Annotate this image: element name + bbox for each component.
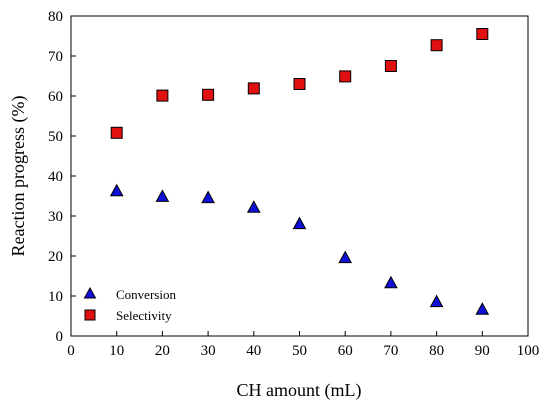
series-layer: [109, 28, 490, 315]
y-tick-label: 0: [56, 329, 64, 345]
data-point-conversion: [338, 250, 353, 264]
x-tick-label: 60: [338, 343, 353, 359]
x-tick-label: 50: [292, 343, 307, 359]
data-point-conversion: [384, 275, 398, 289]
data-point-selectivity: [156, 89, 169, 102]
data-point-selectivity: [293, 78, 306, 90]
data-point-selectivity: [384, 60, 397, 72]
legend-marker-selectivity: [84, 309, 96, 321]
y-axis-ticks: 0 10 20 30 40 50 60 70 80: [48, 9, 76, 345]
x-tick-label: 20: [155, 343, 170, 359]
y-tick-label: 30: [48, 209, 63, 225]
y-tick-label: 80: [48, 9, 63, 25]
x-tick-label: 30: [201, 343, 216, 359]
y-tick-label: 20: [48, 249, 63, 265]
data-point-selectivity: [110, 126, 123, 139]
data-point-selectivity: [476, 28, 489, 40]
legend-marker-conversion: [83, 286, 97, 299]
x-tick-label: 90: [475, 343, 490, 359]
y-axis-title: Reaction progress (%): [8, 96, 29, 257]
data-point-selectivity: [339, 70, 352, 83]
data-point-conversion: [109, 183, 124, 197]
x-tick-label: 70: [383, 343, 398, 359]
data-point-conversion: [201, 190, 215, 204]
data-point-selectivity: [202, 88, 215, 101]
y-tick-label: 60: [48, 89, 63, 105]
y-tick-label: 70: [48, 49, 63, 65]
y-tick-label: 10: [48, 289, 63, 305]
legend-item-conversion: Conversion: [83, 286, 176, 302]
x-axis-ticks: 0 10 20 30 40 50 60 70 80 90 100: [67, 331, 539, 359]
y-tick-label: 50: [48, 129, 63, 145]
x-tick-label: 40: [246, 343, 261, 359]
x-axis-title: CH amount (mL): [237, 380, 362, 401]
data-point-selectivity: [430, 39, 443, 52]
x-tick-label: 80: [429, 343, 444, 359]
legend-label-selectivity: Selectivity: [116, 308, 172, 323]
x-tick-label: 0: [67, 343, 75, 359]
legend-label-conversion: Conversion: [116, 287, 176, 302]
data-point-selectivity: [247, 82, 260, 95]
data-point-conversion: [246, 200, 261, 213]
x-tick-label: 100: [517, 343, 540, 359]
legend-item-selectivity: Selectivity: [84, 308, 172, 323]
legend: Conversion Selectivity: [83, 286, 176, 323]
data-point-conversion: [155, 189, 170, 202]
y-tick-label: 40: [48, 169, 63, 185]
data-point-conversion: [292, 216, 307, 230]
x-tick-label: 10: [109, 343, 124, 359]
data-point-conversion: [429, 294, 444, 308]
data-point-conversion: [475, 302, 490, 315]
